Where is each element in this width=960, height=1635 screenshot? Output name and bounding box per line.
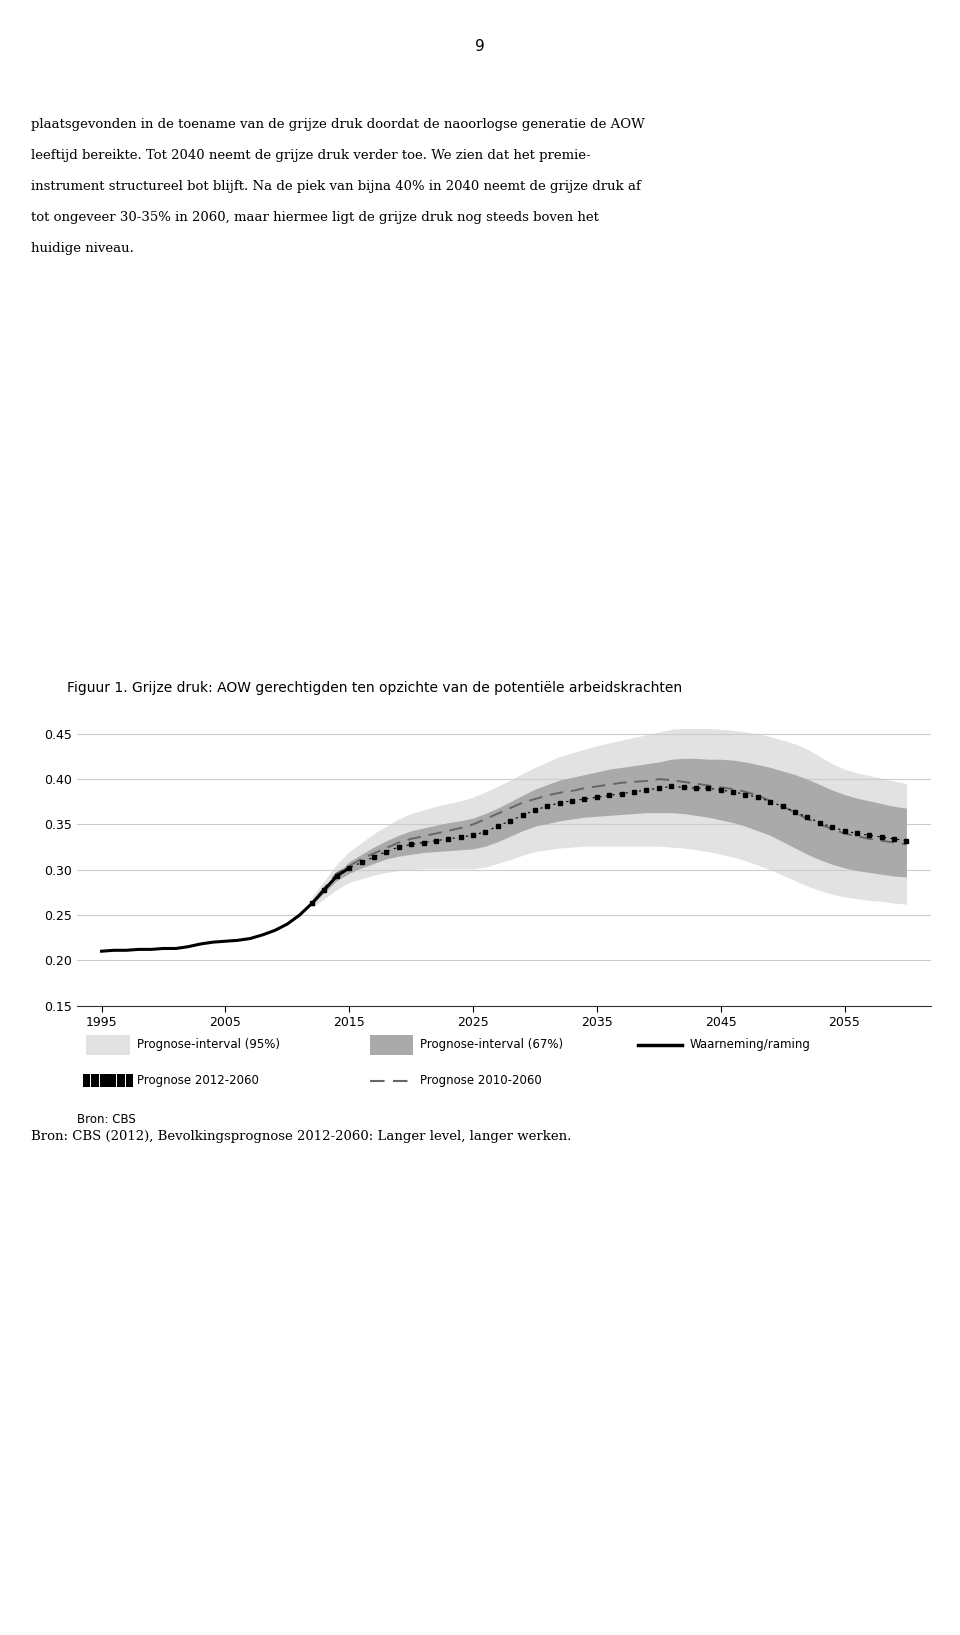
Text: leeftijd bereikte. Tot 2040 neemt de grijze druk verder toe. We zien dat het pre: leeftijd bereikte. Tot 2040 neemt de gri… [31,149,590,162]
Text: tot ongeveer 30-35% in 2060, maar hiermee ligt de grijze druk nog steeds boven h: tot ongeveer 30-35% in 2060, maar hierme… [31,211,599,224]
Text: instrument structureel bot blijft. Na de piek van bijna 40% in 2040 neemt de gri: instrument structureel bot blijft. Na de… [31,180,640,193]
Text: Prognose 2012-2060: Prognose 2012-2060 [137,1074,259,1087]
Text: Waarneming/raming: Waarneming/raming [689,1038,810,1051]
Text: Prognose-interval (67%): Prognose-interval (67%) [420,1038,564,1051]
Text: Bron: CBS: Bron: CBS [77,1113,135,1127]
Text: Prognose-interval (95%): Prognose-interval (95%) [137,1038,280,1051]
Text: Figuur 1. Grijze druk: AOW gerechtigden ten opzichte van de potentiële arbeidskr: Figuur 1. Grijze druk: AOW gerechtigden … [67,680,683,695]
Text: plaatsgevonden in de toename van de grijze druk doordat de naoorlogse generatie : plaatsgevonden in de toename van de grij… [31,118,644,131]
Text: 9: 9 [475,39,485,54]
Text: Bron: CBS (2012), Bevolkingsprognose 2012-2060: Langer level, langer werken.: Bron: CBS (2012), Bevolkingsprognose 201… [31,1130,571,1143]
Text: huidige niveau.: huidige niveau. [31,242,133,255]
Text: Prognose 2010-2060: Prognose 2010-2060 [420,1074,542,1087]
